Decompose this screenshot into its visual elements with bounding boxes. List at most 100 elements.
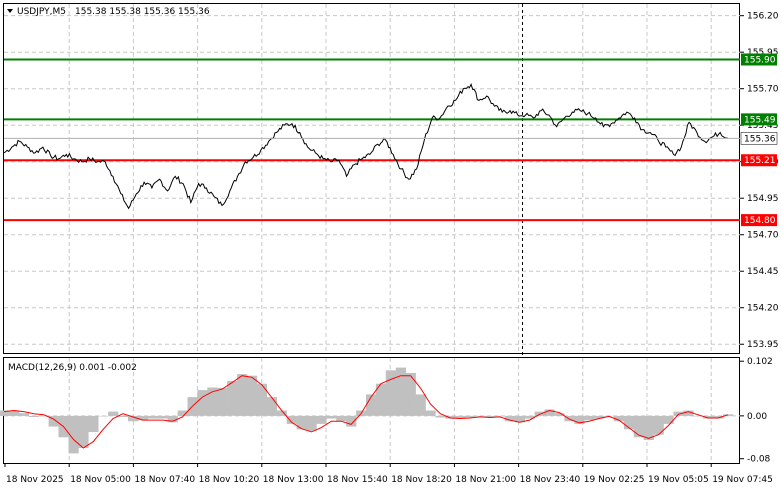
macd-bar bbox=[594, 415, 605, 419]
macd-bar bbox=[197, 390, 208, 416]
macd-bar bbox=[18, 413, 30, 416]
macd-bar bbox=[613, 415, 625, 422]
macd-bar bbox=[653, 415, 664, 435]
time-label: 18 Nov 21:00 bbox=[455, 475, 516, 485]
time-label: 19 Nov 05:05 bbox=[648, 475, 709, 485]
time-label: 18 Nov 2025 bbox=[6, 475, 64, 485]
macd-bar bbox=[633, 415, 644, 438]
macd-bar bbox=[0, 410, 10, 416]
symbol-label: USDJPY,M5 bbox=[17, 7, 66, 17]
price-tick-label: 155.70 bbox=[747, 85, 779, 95]
price-tick-label: 154.45 bbox=[747, 267, 779, 277]
time-label: 18 Nov 13:00 bbox=[263, 475, 324, 485]
macd-bar bbox=[465, 415, 476, 418]
time-label: 19 Nov 07:45 bbox=[712, 475, 773, 485]
macd-bar bbox=[395, 367, 406, 416]
macd-bar bbox=[286, 415, 297, 424]
macd-bar bbox=[435, 415, 446, 418]
time-label: 18 Nov 15:40 bbox=[327, 475, 388, 485]
price-panel-frame bbox=[3, 3, 740, 354]
price-tick-label: 156.20 bbox=[747, 12, 779, 22]
macd-bar bbox=[237, 374, 248, 416]
macd-bar bbox=[48, 415, 59, 427]
macd-axis: 0.102 0.00 -0.08 bbox=[740, 357, 773, 465]
price-tick-label: 153.95 bbox=[747, 340, 779, 350]
macd-bar bbox=[514, 415, 525, 423]
macd-bar bbox=[118, 415, 129, 417]
macd-bar bbox=[167, 415, 178, 423]
macd-bar bbox=[643, 415, 654, 440]
macd-bar bbox=[584, 415, 595, 421]
macd-bar bbox=[316, 415, 327, 424]
macd-bar bbox=[108, 411, 119, 416]
macd-histogram bbox=[0, 367, 734, 454]
macd-label: MACD(12,26,9) 0.001 -0.002 bbox=[8, 363, 137, 373]
macd-bar bbox=[494, 415, 506, 417]
time-label: 19 Nov 02:25 bbox=[584, 475, 645, 485]
macd-bar bbox=[256, 383, 268, 416]
macd-bar bbox=[336, 415, 347, 422]
macd-bar bbox=[415, 394, 426, 416]
macd-bar bbox=[475, 415, 486, 417]
macd-bar bbox=[703, 415, 714, 419]
macd-tick-label: 0.102 bbox=[747, 357, 773, 367]
macd-signal-line bbox=[3, 375, 729, 449]
time-label: 18 Nov 23:40 bbox=[520, 475, 581, 485]
price-grid bbox=[4, 4, 740, 353]
price-panel[interactable]: 156.20155.95155.70155.45155.20154.95154.… bbox=[3, 3, 779, 464]
macd-bar bbox=[693, 415, 704, 417]
price-line bbox=[3, 82, 729, 210]
level-tag-label: 155.21 bbox=[744, 156, 776, 166]
macd-bar bbox=[346, 415, 357, 427]
macd-bar bbox=[247, 375, 258, 416]
current-price-tag bbox=[740, 132, 778, 145]
macd-bar bbox=[217, 388, 228, 416]
dropdown-triangle-icon[interactable] bbox=[7, 9, 13, 13]
price-tick-label: 154.70 bbox=[747, 231, 779, 241]
macd-bar bbox=[147, 415, 158, 419]
level-tag bbox=[741, 214, 777, 227]
macd-bar bbox=[425, 410, 436, 416]
macd-bar bbox=[375, 383, 387, 416]
macd-bar bbox=[723, 414, 734, 416]
macd-panel[interactable]: 0.102 0.00 -0.08 MACD(12,26,9) 0.001 -0.00… bbox=[0, 357, 773, 465]
macd-tick-label: 0.00 bbox=[747, 412, 767, 422]
current-price-label: 155.36 bbox=[744, 134, 776, 144]
macd-bar bbox=[296, 415, 307, 430]
macd-bar bbox=[306, 415, 317, 431]
macd-bar bbox=[663, 415, 674, 424]
macd-bar bbox=[554, 413, 565, 416]
macd-bar bbox=[574, 415, 585, 424]
price-tick-label: 155.95 bbox=[747, 48, 779, 58]
macd-bar bbox=[68, 415, 79, 454]
level-tag-label: 155.90 bbox=[744, 55, 776, 65]
macd-bar bbox=[713, 415, 724, 419]
level-tag bbox=[741, 53, 777, 66]
macd-grid bbox=[4, 358, 740, 463]
macd-bar bbox=[98, 415, 109, 417]
macd-bar bbox=[157, 415, 168, 419]
time-label: 18 Nov 05:00 bbox=[70, 475, 131, 485]
macd-bar bbox=[177, 410, 188, 416]
macd-bar bbox=[445, 415, 456, 419]
macd-bar bbox=[366, 394, 377, 416]
level-tag bbox=[741, 113, 777, 126]
price-tick-label: 154.20 bbox=[747, 304, 779, 314]
time-axis: 18 Nov 2025 18 Nov 05:00 18 Nov 07:40 18 No… bbox=[4, 463, 773, 485]
macd-bar bbox=[137, 415, 149, 421]
macd-bar bbox=[405, 373, 416, 416]
macd-bar bbox=[207, 387, 218, 416]
macd-bar bbox=[266, 397, 277, 416]
macd-bar bbox=[326, 415, 337, 419]
level-tag-label: 154.80 bbox=[744, 216, 776, 226]
macd-bar bbox=[455, 415, 466, 419]
chart-header: USDJPY,M5 155.38 155.38 155.36 155.36 bbox=[7, 7, 210, 17]
macd-bar bbox=[524, 415, 535, 419]
macd-bar bbox=[683, 410, 694, 416]
ohlc-values: 155.38 155.38 155.36 155.36 bbox=[75, 7, 210, 17]
price-levels bbox=[4, 58, 740, 222]
time-label: 18 Nov 10:20 bbox=[199, 475, 260, 485]
macd-bar bbox=[88, 415, 99, 432]
macd-bar bbox=[504, 415, 515, 422]
